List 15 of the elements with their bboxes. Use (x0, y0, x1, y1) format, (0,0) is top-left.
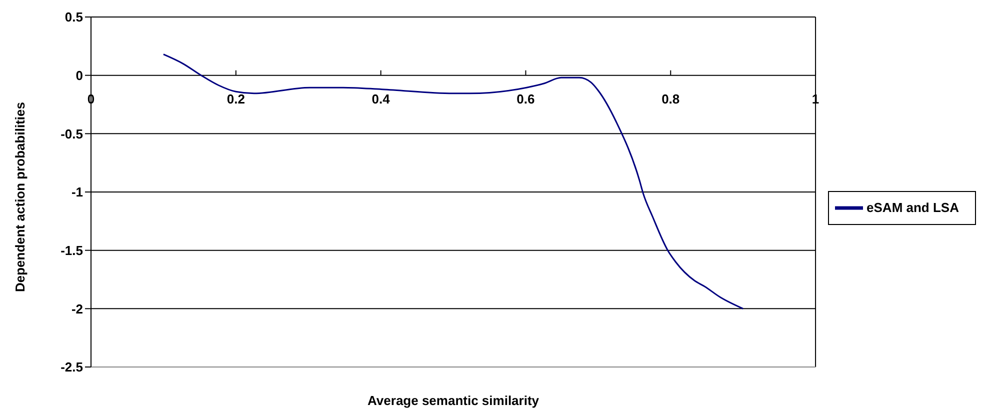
y-tick-label: -2 (71, 301, 83, 316)
line-series (162, 54, 744, 310)
x-tick-label: 0.6 (516, 91, 535, 106)
y-tick-label: -1 (71, 184, 83, 200)
y-tick-label: -0.5 (60, 126, 83, 142)
y-tick-label: 0 (76, 68, 83, 83)
y-tick-label: 0.5 (64, 10, 83, 25)
x-tick-label: 0.2 (226, 91, 245, 106)
y-tick-label: -1.5 (60, 242, 83, 258)
x-axis-title: Average semantic similarity (368, 393, 540, 408)
x-tick-label: 0.4 (372, 91, 391, 106)
legend-label: eSAM and LSA (866, 200, 959, 216)
y-axis-title: Dependent action probabilities (12, 102, 28, 292)
x-tick-label: 0.8 (662, 91, 680, 106)
y-tick-label: -2.5 (60, 360, 83, 375)
